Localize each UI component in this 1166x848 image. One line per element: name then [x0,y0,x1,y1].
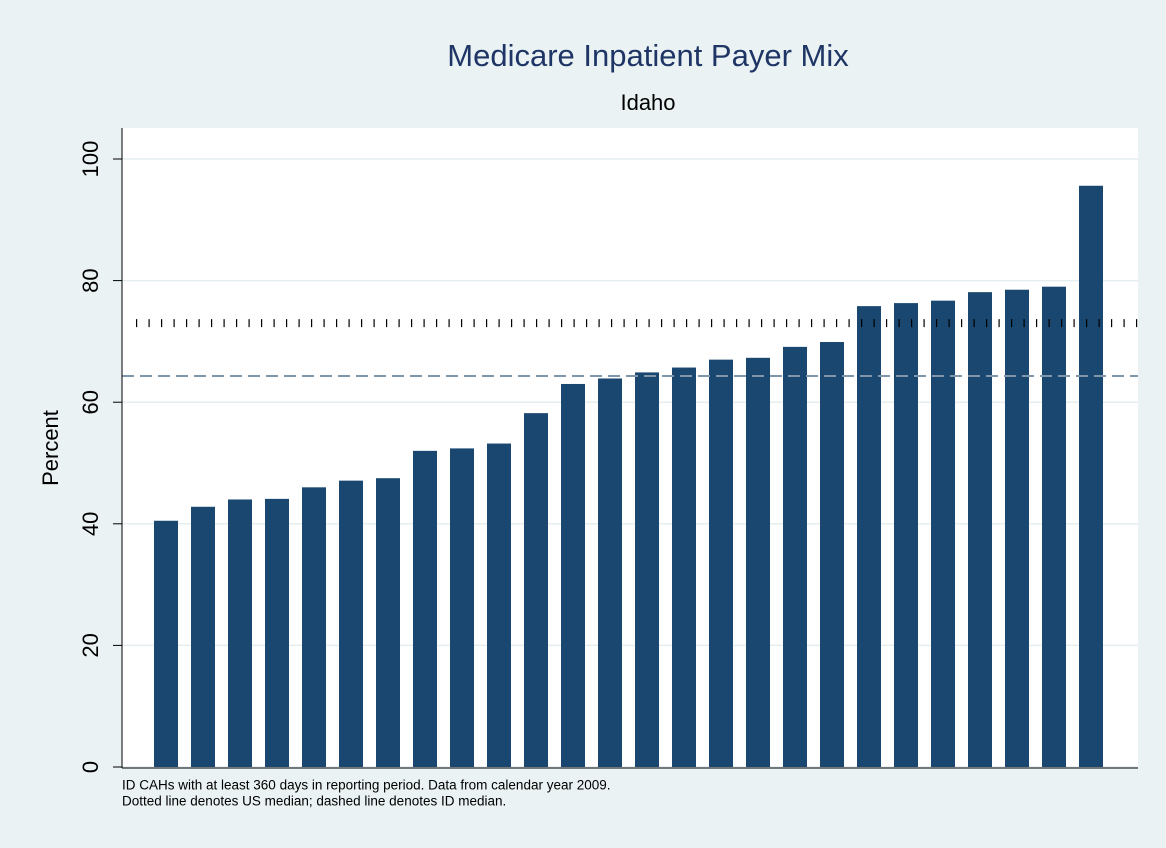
bar [191,506,215,767]
bar [857,306,881,767]
chart-subtitle: Idaho [620,90,675,115]
bar [1005,289,1029,767]
y-tick-label: 60 [78,390,103,414]
bar [487,443,511,767]
y-tick-label: 40 [78,512,103,536]
bar [413,450,437,767]
y-tick-label: 0 [78,761,103,773]
plot: 0 20 40 60 80 100 [78,128,1138,773]
bar [931,300,955,767]
bar [894,303,918,767]
bar [228,499,252,767]
bar [265,498,289,767]
y-axis-label: Percent [38,410,63,486]
bar [154,520,178,767]
bar [746,357,770,767]
bar [672,367,696,767]
bar [1042,286,1066,767]
bar [302,487,326,767]
note: ID CAHs with at least 360 days in report… [122,778,611,793]
bar [1079,185,1103,767]
y-tick-label: 80 [78,268,103,292]
y-tick-label: 100 [78,141,103,178]
bar [709,359,733,767]
bar [968,292,992,767]
y-tick-label: 20 [78,633,103,657]
note: Dotted line denotes US median; dashed li… [122,794,506,809]
chart-title: Medicare Inpatient Payer Mix [447,38,849,73]
bar [635,372,659,767]
bar [524,413,548,767]
bar [376,478,400,767]
bar [783,346,807,767]
bar [450,448,474,767]
bar [339,480,363,767]
bar [598,378,622,767]
bar [820,342,844,767]
bar [561,383,585,767]
